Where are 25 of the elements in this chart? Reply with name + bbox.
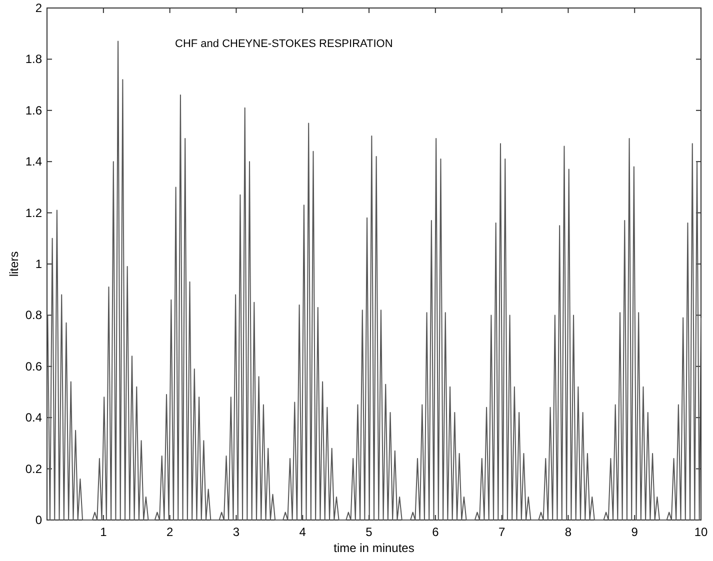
x-tick-label: 3	[232, 525, 240, 539]
text: CHF and CHEYNE-STOKES RESPIRATION	[175, 38, 393, 50]
line-series	[47, 40, 702, 520]
y-tick-label: 0.2	[25, 462, 42, 476]
x-tick-label: 4	[299, 525, 306, 539]
x-axis-title: time in minutes	[334, 541, 414, 555]
y-tick-label: 2	[35, 1, 42, 15]
x-tick-label: 6	[432, 525, 440, 539]
y-tick-label: 0.6	[25, 359, 42, 374]
y-tick-label: 0.4	[25, 410, 42, 425]
y-tick-label: 1.8	[25, 52, 42, 66]
y-tick-label: 0.8	[25, 308, 42, 322]
x-tick-label: 5	[366, 525, 373, 539]
y-axis-title: liters	[7, 251, 21, 277]
y-tick-label: 1.4	[25, 154, 42, 169]
y-tick-label: 1	[35, 257, 42, 271]
x-tick-label: 2	[166, 525, 174, 539]
x-tick-label: 8	[564, 525, 572, 539]
x-tick-label: 1	[100, 525, 108, 539]
y-tick-label: 0	[35, 513, 42, 527]
y-tick-label: 1.2	[25, 206, 42, 220]
x-tick-label: 9	[631, 525, 638, 539]
x-tick-label: 7	[498, 525, 506, 539]
y-tick-label: 1.6	[25, 103, 42, 118]
x-tick-label: 10	[694, 525, 708, 539]
